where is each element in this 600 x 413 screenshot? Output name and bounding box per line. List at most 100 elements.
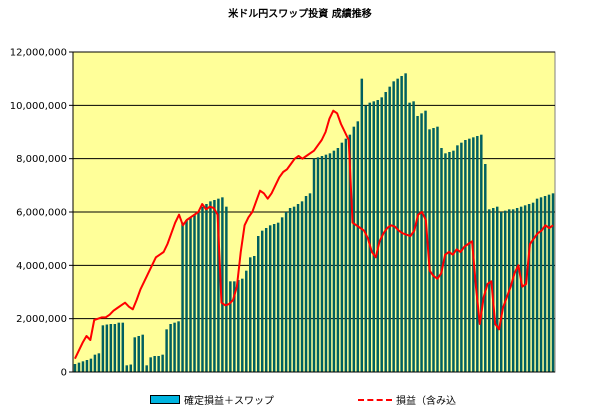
- bar: [539, 197, 543, 372]
- bar: [161, 354, 164, 372]
- bar: [304, 196, 308, 372]
- bar: [316, 157, 320, 372]
- bar: [117, 322, 121, 372]
- bar: [543, 196, 547, 372]
- y-tick-label: 2,000,000: [16, 314, 67, 325]
- bar: [257, 236, 260, 372]
- series-line: [74, 109, 554, 360]
- bar: [364, 105, 368, 372]
- bar: [284, 212, 288, 372]
- bar: [488, 209, 491, 372]
- bar: [416, 116, 419, 372]
- bar: [221, 197, 224, 372]
- bar: [169, 324, 172, 372]
- bar: [432, 128, 435, 372]
- bar: [312, 158, 316, 372]
- bar: [173, 322, 176, 372]
- bar: [400, 76, 403, 372]
- bar: [527, 204, 531, 372]
- bar: [205, 204, 208, 372]
- y-tick-label: 12,000,000: [10, 48, 67, 59]
- bar: [272, 224, 276, 372]
- bar: [547, 194, 551, 372]
- bar: [77, 362, 81, 372]
- bar: [352, 126, 356, 372]
- bar: [185, 220, 188, 372]
- bar: [105, 324, 109, 372]
- bar: [348, 134, 352, 372]
- bar: [193, 214, 196, 372]
- bar: [515, 208, 519, 372]
- bar: [157, 356, 160, 372]
- bar: [328, 153, 332, 372]
- bar: [344, 138, 348, 372]
- bar: [372, 101, 375, 372]
- bar: [336, 148, 340, 372]
- bar: [452, 150, 455, 372]
- bar: [476, 136, 479, 372]
- bar: [412, 101, 415, 372]
- bar: [260, 230, 264, 372]
- bar: [408, 102, 411, 373]
- bar: [109, 324, 113, 372]
- legend-item-bars[interactable]: 確定損益＋スワップ: [150, 392, 274, 407]
- bar: [368, 102, 371, 373]
- bar: [384, 92, 387, 372]
- bar: [440, 148, 443, 372]
- bar: [360, 78, 364, 373]
- bar: [424, 110, 427, 373]
- bar: [280, 217, 284, 372]
- bar: [229, 281, 232, 372]
- bar: [300, 201, 304, 372]
- bar: [308, 193, 312, 372]
- bar: [217, 198, 220, 372]
- bar: [340, 142, 344, 372]
- y-tick-label: 10,000,000: [10, 101, 67, 112]
- legend-item-line[interactable]: 損益（含み込: [358, 392, 456, 407]
- bar: [428, 129, 431, 372]
- bar: [241, 278, 244, 372]
- bar: [519, 206, 523, 372]
- bar: [113, 324, 117, 372]
- bar: [551, 193, 555, 372]
- bar: [201, 206, 204, 372]
- bar: [137, 336, 140, 372]
- bar: [209, 201, 212, 372]
- y-tick-label: 4,000,000: [16, 261, 67, 272]
- bar: [535, 198, 539, 372]
- bar: [141, 334, 144, 372]
- legend-bar-swatch: [150, 395, 180, 404]
- bar: [93, 354, 97, 372]
- bar: [388, 86, 391, 373]
- chart-title: 米ドル円スワップ投資 成績推移: [228, 9, 372, 20]
- bar: [292, 206, 296, 372]
- bar: [324, 154, 328, 372]
- bar: [511, 209, 515, 372]
- bar: [213, 200, 216, 372]
- bar: [448, 152, 451, 372]
- bar: [264, 228, 268, 372]
- bar: [101, 325, 105, 372]
- bar: [484, 164, 487, 372]
- y-tick-label: 0: [61, 368, 67, 379]
- bar: [436, 126, 439, 372]
- bar: [460, 142, 463, 372]
- legend-line-swatch: [358, 398, 392, 401]
- bar: [296, 204, 300, 372]
- bar: [523, 205, 527, 372]
- bar: [464, 140, 467, 372]
- bar: [233, 281, 236, 372]
- y-tick-label: 6,000,000: [16, 208, 67, 219]
- bar: [225, 206, 228, 372]
- bar: [85, 360, 89, 372]
- bar: [404, 73, 407, 372]
- bar: [444, 153, 447, 372]
- bar: [332, 150, 336, 372]
- bar: [320, 156, 324, 372]
- bar: [181, 222, 184, 372]
- bar: [245, 270, 248, 372]
- bar: [97, 353, 101, 372]
- bar: [153, 356, 156, 372]
- bar: [468, 138, 471, 372]
